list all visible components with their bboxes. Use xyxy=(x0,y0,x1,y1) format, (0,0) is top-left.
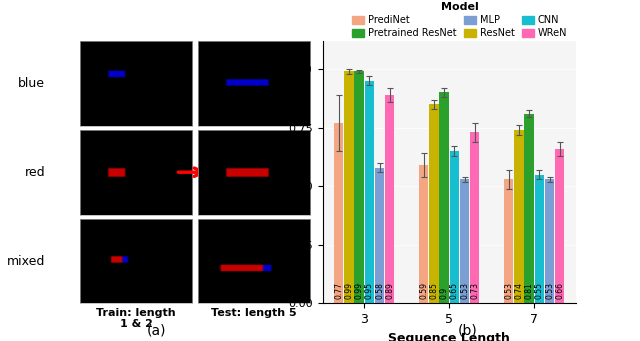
X-axis label: Train: length
1 & 2: Train: length 1 & 2 xyxy=(97,308,176,329)
Text: 0.53: 0.53 xyxy=(460,282,469,299)
Y-axis label: blue: blue xyxy=(19,77,45,90)
Bar xyxy=(545,179,554,303)
Text: 0.74: 0.74 xyxy=(515,282,524,299)
Bar xyxy=(355,71,364,303)
Text: 0.73: 0.73 xyxy=(470,282,479,299)
Bar xyxy=(365,81,374,303)
Y-axis label: red: red xyxy=(25,166,45,179)
Text: 0.65: 0.65 xyxy=(450,282,459,299)
Bar xyxy=(375,167,384,303)
Bar xyxy=(525,114,534,303)
X-axis label: Test: length 5: Test: length 5 xyxy=(211,308,297,318)
Text: 0.85: 0.85 xyxy=(429,282,438,299)
Text: 0.58: 0.58 xyxy=(375,282,384,299)
Text: 0.55: 0.55 xyxy=(535,282,544,299)
Text: 0.9: 0.9 xyxy=(440,287,449,299)
Text: 0.53: 0.53 xyxy=(545,282,554,299)
Text: 0.99: 0.99 xyxy=(355,282,364,299)
Bar xyxy=(344,71,354,303)
Bar xyxy=(470,132,479,303)
Bar xyxy=(334,123,344,303)
Text: 0.99: 0.99 xyxy=(344,282,353,299)
Bar xyxy=(440,92,449,303)
Bar xyxy=(555,149,564,303)
Text: (a): (a) xyxy=(147,324,166,338)
Bar xyxy=(450,151,459,303)
Text: 0.81: 0.81 xyxy=(525,282,534,299)
Text: 0.95: 0.95 xyxy=(365,282,374,299)
Bar xyxy=(534,175,544,303)
Bar xyxy=(515,130,524,303)
Text: 0.53: 0.53 xyxy=(504,282,513,299)
Bar xyxy=(429,104,438,303)
Y-axis label: F1 Score: F1 Score xyxy=(269,142,282,203)
Legend: PrediNet, Pretrained ResNet, MLP, ResNet, CNN, WReN: PrediNet, Pretrained ResNet, MLP, ResNet… xyxy=(348,0,571,42)
Text: (b): (b) xyxy=(458,324,477,338)
Text: 0.89: 0.89 xyxy=(385,282,394,299)
X-axis label: Sequence Length: Sequence Length xyxy=(388,332,510,341)
Text: 0.77: 0.77 xyxy=(334,282,343,299)
Y-axis label: mixed: mixed xyxy=(7,255,45,268)
Bar xyxy=(504,179,513,303)
Text: 0.66: 0.66 xyxy=(556,282,564,299)
Bar xyxy=(460,179,469,303)
Bar xyxy=(385,95,394,303)
Text: 0.59: 0.59 xyxy=(419,282,428,299)
Bar xyxy=(419,165,428,303)
